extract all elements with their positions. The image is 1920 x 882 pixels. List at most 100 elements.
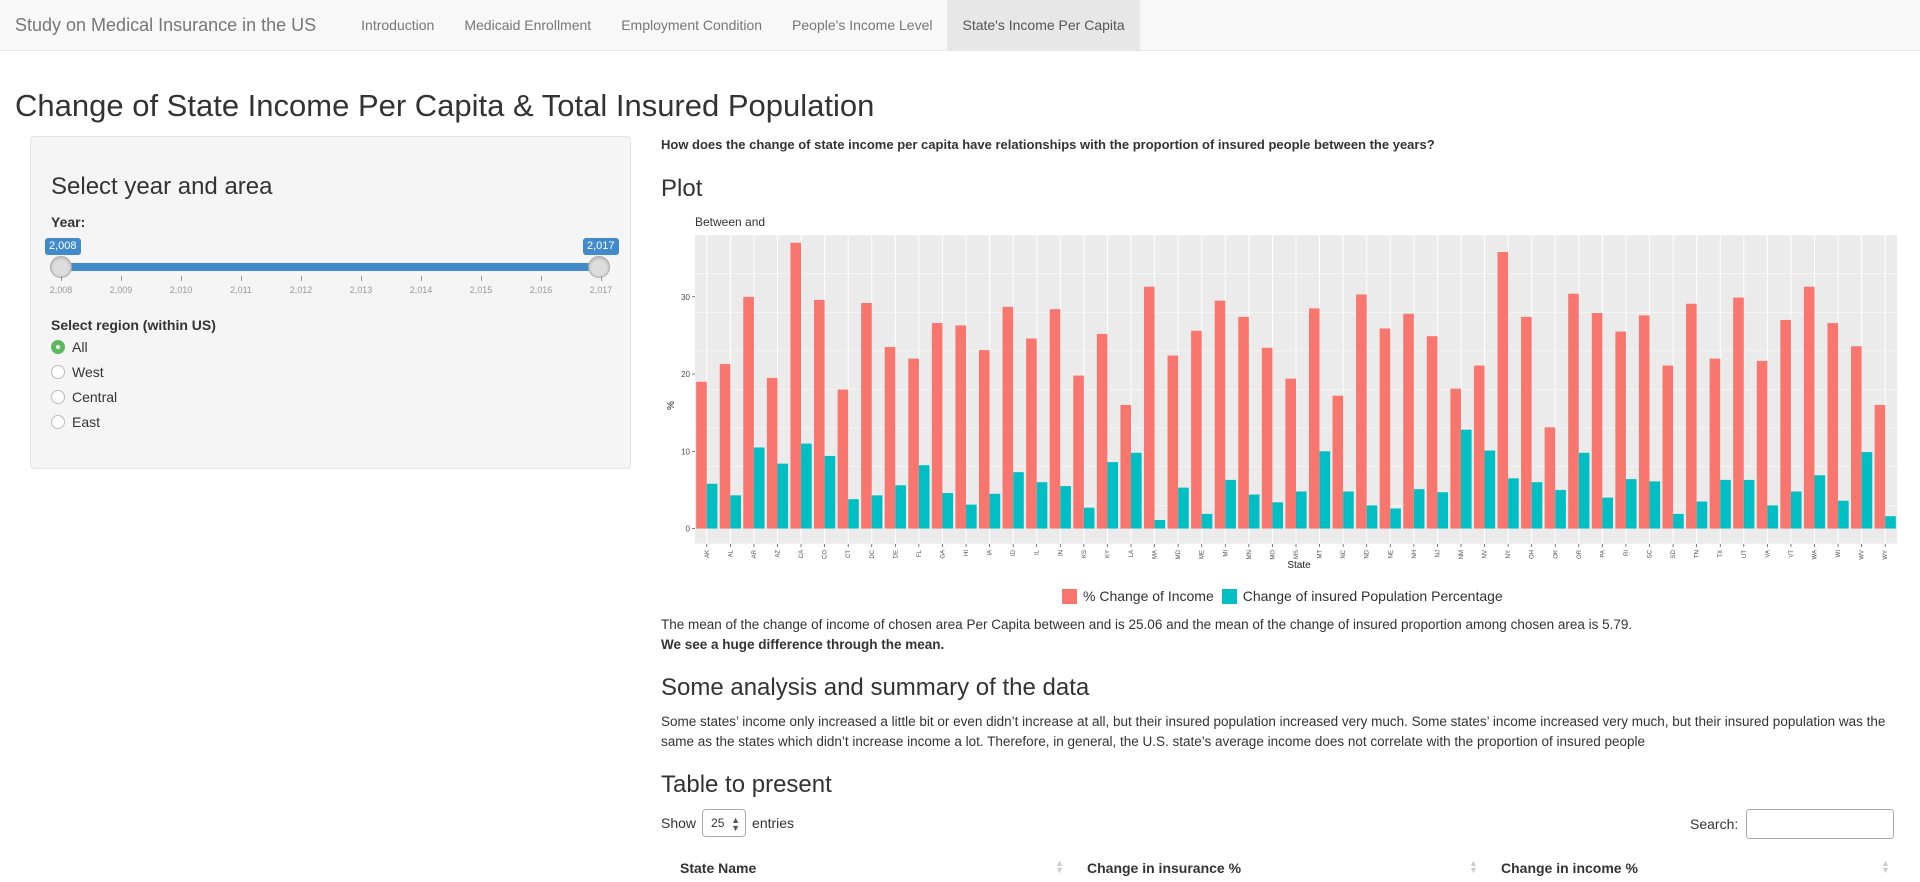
x-tick-label: GA xyxy=(940,550,946,559)
x-tick-label: CA xyxy=(799,550,805,558)
x-tick-label: KY xyxy=(1105,550,1111,558)
sort-icon[interactable]: ▲ ▼ xyxy=(1881,858,1890,875)
x-tick-label: MA xyxy=(1153,550,1159,559)
slider-tick-label: 2,013 xyxy=(349,285,373,295)
bar-income xyxy=(766,377,778,529)
search-label: Search: xyxy=(1690,816,1739,832)
year-slider-from-handle[interactable] xyxy=(50,256,72,278)
slider-tick-mark xyxy=(301,276,302,281)
bar-insured xyxy=(1696,501,1708,529)
bar-income xyxy=(1403,313,1414,529)
slider-tick-label: 2,014 xyxy=(409,285,433,295)
bar-income xyxy=(1709,358,1721,529)
bar-insured xyxy=(1366,505,1378,529)
bar-insured xyxy=(801,443,812,529)
x-tick-label: LA xyxy=(1129,550,1135,557)
tab-peoples-income-level[interactable]: People's Income Level xyxy=(792,17,933,33)
bar-income xyxy=(1638,315,1650,529)
bar-income xyxy=(861,302,872,529)
column-header-state-name[interactable]: State Name xyxy=(680,860,757,876)
bar-insured xyxy=(1838,500,1849,529)
search-input[interactable] xyxy=(1746,809,1895,839)
x-tick-label: MS xyxy=(1294,550,1300,559)
x-tick-label: IA xyxy=(988,550,994,556)
bar-income xyxy=(1450,388,1461,529)
slider-tick-label: 2,008 xyxy=(49,285,73,295)
x-tick-label: VA xyxy=(1765,550,1771,558)
year-slider-track[interactable] xyxy=(61,263,601,271)
bar-income xyxy=(1026,338,1037,529)
bar-income xyxy=(1756,360,1768,529)
bar-income xyxy=(1002,306,1014,529)
slider-tick-mark xyxy=(601,276,602,281)
x-tick-label: DE xyxy=(893,550,899,558)
radio-all[interactable] xyxy=(51,340,65,354)
bar-insured xyxy=(1861,452,1873,529)
radio-east[interactable] xyxy=(51,415,65,429)
tab-introduction[interactable]: Introduction xyxy=(361,17,435,33)
sidebar-panel: Select year and area Year: 2,008 2,017 2… xyxy=(30,136,631,469)
bar-insured xyxy=(706,483,718,529)
bar-insured xyxy=(1083,507,1095,529)
analysis-heading: Some analysis and summary of the data xyxy=(661,674,1090,701)
slider-tick-label: 2,009 xyxy=(109,285,133,295)
slider-tick-mark xyxy=(421,276,422,281)
tab-employment-condition[interactable]: Employment Condition xyxy=(621,17,763,33)
legend-insured-swatch xyxy=(1221,588,1237,604)
bar-income xyxy=(1733,297,1744,529)
region-option-west[interactable]: West xyxy=(51,364,104,380)
x-tick-label: WY xyxy=(1883,550,1889,560)
bar-insured xyxy=(1885,516,1896,529)
bar-income xyxy=(696,381,707,529)
x-tick-label: WA xyxy=(1813,550,1819,559)
bar-insured xyxy=(1460,429,1472,529)
radio-central[interactable] xyxy=(51,390,65,404)
chart-title: Between and xyxy=(695,215,766,229)
bar-income xyxy=(790,242,802,529)
region-option-label: West xyxy=(72,364,104,380)
navbar-brand[interactable]: Study on Medical Insurance in the US xyxy=(15,15,317,35)
x-tick-label: OH xyxy=(1530,550,1536,559)
bar-income xyxy=(1332,395,1344,529)
x-tick-label: WI xyxy=(1836,550,1842,558)
bar-insured xyxy=(1555,489,1566,529)
x-tick-label: MN xyxy=(1247,550,1253,559)
legend-insured-label: Change of insured Population Percentage xyxy=(1242,588,1503,604)
bar-income xyxy=(1426,336,1438,529)
x-tick-label: DC xyxy=(870,549,876,558)
bar-insured xyxy=(1602,497,1613,529)
year-slider-to-handle[interactable] xyxy=(588,256,610,278)
bar-insured xyxy=(848,499,859,529)
tab-states-income-per-capita[interactable]: State's Income Per Capita xyxy=(947,0,1140,50)
x-tick-label: OR xyxy=(1577,549,1583,559)
radio-west[interactable] xyxy=(51,365,65,379)
bar-income xyxy=(1497,251,1509,529)
region-option-label: All xyxy=(72,339,88,355)
bar-insured xyxy=(1767,505,1778,529)
region-option-east[interactable]: East xyxy=(51,414,100,430)
tab-medicaid-enrollment[interactable]: Medicaid Enrollment xyxy=(464,17,592,33)
slider-tick-label: 2,016 xyxy=(529,285,553,295)
sort-icon[interactable]: ▲ ▼ xyxy=(1055,858,1064,875)
navbar: Study on Medical Insurance in the US Int… xyxy=(0,0,1920,51)
region-option-all[interactable]: All xyxy=(51,339,88,355)
entries-select[interactable]: 25 ▲ ▼ xyxy=(702,809,747,837)
slider-tick-label: 2,011 xyxy=(230,285,252,295)
bar-insured xyxy=(1272,502,1284,529)
column-header-change-income[interactable]: Change in income % xyxy=(1501,860,1638,876)
column-header-change-insurance[interactable]: Change in insurance % xyxy=(1087,860,1242,876)
region-option-label: Central xyxy=(72,389,118,405)
region-option-central[interactable]: Central xyxy=(51,389,117,405)
x-tick-label: NY xyxy=(1506,550,1512,558)
bar-insured xyxy=(966,504,977,529)
x-tick-label: AZ xyxy=(775,550,781,558)
bar-income xyxy=(1238,316,1249,529)
x-tick-label: AK xyxy=(705,550,711,558)
bar-insured xyxy=(1178,487,1189,529)
sort-icon[interactable]: ▲ ▼ xyxy=(1469,858,1478,875)
bar-income xyxy=(1568,293,1579,529)
y-tick-label: 0 xyxy=(686,525,691,534)
x-tick-label: IN xyxy=(1058,550,1064,556)
bar-income xyxy=(955,325,967,529)
bar-income xyxy=(1120,404,1132,529)
